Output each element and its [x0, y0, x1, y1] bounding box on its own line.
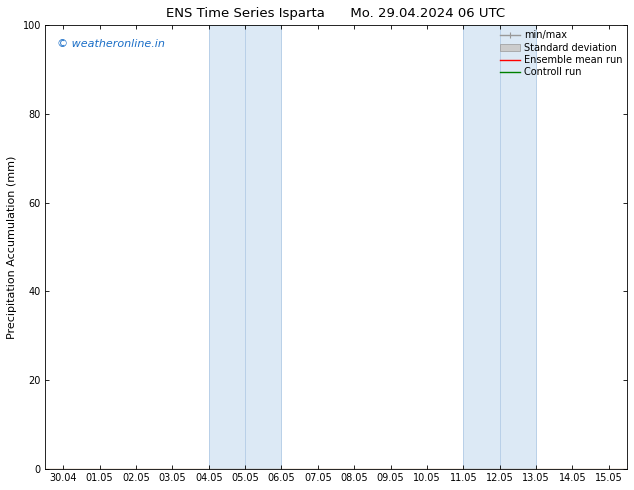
Bar — [463, 25, 500, 469]
Title: ENS Time Series Isparta      Mo. 29.04.2024 06 UTC: ENS Time Series Isparta Mo. 29.04.2024 0… — [167, 7, 505, 20]
Y-axis label: Precipitation Accumulation (mm): Precipitation Accumulation (mm) — [7, 155, 17, 339]
Legend: min/max, Standard deviation, Ensemble mean run, Controll run: min/max, Standard deviation, Ensemble me… — [498, 28, 624, 79]
Text: © weatheronline.in: © weatheronline.in — [56, 39, 165, 49]
Bar — [209, 25, 245, 469]
Bar — [500, 25, 536, 469]
Bar — [245, 25, 281, 469]
